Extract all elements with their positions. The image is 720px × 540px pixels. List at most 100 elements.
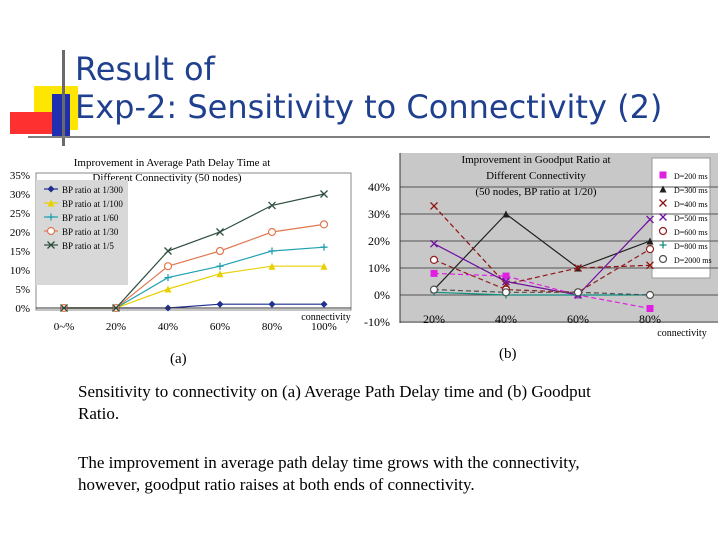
x-tick-label: 20% <box>423 312 445 326</box>
y-tick-label: 25% <box>10 208 30 220</box>
y-tick-label: 0% <box>374 288 390 302</box>
chart-b-title-line-1: Improvement in Goodput Ratio at <box>461 154 610 166</box>
data-point-marker <box>268 247 276 255</box>
series-line <box>433 248 651 293</box>
decor-vline <box>62 50 65 146</box>
chart-a-average-path-delay: Improvement in Average Path Delay Time a… <box>10 157 352 333</box>
data-point-marker <box>216 228 224 236</box>
legend-label: BP ratio at 1/60 <box>62 213 119 223</box>
data-point-marker <box>430 269 438 277</box>
data-point-marker <box>646 215 654 224</box>
y-tick-label: 35% <box>10 170 30 182</box>
data-point-marker <box>574 264 582 272</box>
data-point-marker <box>429 255 439 265</box>
y-tick-label: 10% <box>10 265 30 277</box>
legend-marker <box>47 213 55 221</box>
y-tick-label: 40% <box>368 180 390 194</box>
data-point-marker <box>502 277 510 286</box>
figure-caption-text: Sensitivity to connectivity on (a) Avera… <box>78 382 591 423</box>
legend-label: BP ratio at 1/300 <box>62 185 123 195</box>
legend-label: BP ratio at 1/30 <box>62 227 119 237</box>
data-point-marker <box>164 247 172 255</box>
data-point-marker <box>645 290 655 300</box>
series-line <box>433 291 650 296</box>
chart-b-goodput-ratio: Improvement in Goodput Ratio at Differen… <box>364 153 718 339</box>
y-tick-label: 0% <box>15 303 30 315</box>
legend-marker <box>659 199 667 207</box>
chart-a-x-axis-label: connectivity <box>301 312 350 323</box>
data-point-marker <box>268 262 276 270</box>
series-line <box>433 218 651 296</box>
title-line-2: Exp-2: Sensitivity to Connectivity (2) <box>75 88 663 126</box>
legend-marker <box>658 226 668 236</box>
data-point-marker <box>320 262 328 270</box>
y-tick-label: 15% <box>10 246 30 258</box>
legend-label: D=400 ms <box>674 200 708 209</box>
data-point-marker <box>164 285 172 293</box>
slide-title: Result of Exp-2: Sensitivity to Connecti… <box>75 50 715 126</box>
data-point-marker <box>216 262 224 270</box>
x-tick-label: 40% <box>495 312 517 326</box>
title-divider <box>28 136 710 138</box>
series-line <box>433 272 651 310</box>
chart-b-x-axis-label: connectivity <box>657 328 706 339</box>
x-tick-label: 60% <box>567 312 589 326</box>
caption-b: (b) <box>499 346 517 362</box>
data-point-marker <box>646 305 654 312</box>
chart-a-title-line-2: Different Connectivity (50 nodes) <box>92 172 242 184</box>
legend-marker <box>659 213 667 221</box>
x-tick-label: 80% <box>639 312 661 326</box>
chart-b-title-line-3: (50 nodes, BP ratio at 1/20) <box>475 186 597 198</box>
legend-marker <box>659 171 667 179</box>
y-tick-label: 10% <box>368 261 390 275</box>
chart-a-title-line-1: Improvement in Average Path Delay Time a… <box>74 157 271 169</box>
data-point-marker <box>215 246 225 256</box>
x-tick-label: 60% <box>210 321 230 333</box>
data-point-marker <box>320 243 328 251</box>
data-point-marker <box>430 239 438 248</box>
legend-label: D=800 ms <box>674 242 708 251</box>
legend-marker <box>46 226 56 236</box>
data-point-marker <box>163 262 173 271</box>
series-line <box>433 205 651 285</box>
series-line <box>433 213 651 291</box>
data-point-marker <box>501 288 511 297</box>
y-tick-label: 5% <box>15 284 30 296</box>
x-tick-label: 20% <box>106 321 126 333</box>
decor-square-blue <box>52 94 70 138</box>
chart-b-title-line-2: Different Connectivity <box>486 170 586 182</box>
legend-label: BP ratio at 1/5 <box>62 241 114 251</box>
legend-label: D=600 ms <box>674 228 708 237</box>
data-point-marker <box>430 201 438 210</box>
legend-label: D=500 ms <box>674 214 708 223</box>
data-point-marker <box>502 272 510 280</box>
legend-label: D=2000 ms <box>674 256 712 265</box>
data-point-marker <box>646 261 654 270</box>
data-point-marker <box>216 270 224 278</box>
legend-marker <box>658 254 668 264</box>
legend-marker <box>659 241 667 249</box>
series-line <box>433 289 651 296</box>
data-point-marker <box>216 300 224 308</box>
conclusion-text: The improvement in average path delay ti… <box>78 453 580 494</box>
data-point-marker <box>320 300 328 308</box>
y-tick-label: 30% <box>10 189 30 201</box>
legend-label: D=300 ms <box>674 186 708 195</box>
legend-label: BP ratio at 1/100 <box>62 199 123 209</box>
legend-marker <box>47 241 55 249</box>
x-tick-label: 40% <box>158 321 178 333</box>
legend-marker <box>659 185 667 193</box>
data-point-marker <box>320 190 328 198</box>
x-tick-label: 100% <box>311 321 337 333</box>
legend-label: D=200 ms <box>674 172 708 181</box>
y-tick-label: 20% <box>368 234 390 248</box>
data-point-marker <box>164 274 172 282</box>
data-point-marker <box>267 227 277 237</box>
title-line-1: Result of <box>75 50 215 88</box>
data-point-marker <box>502 210 510 218</box>
legend-marker <box>47 185 55 193</box>
data-point-marker <box>573 288 583 297</box>
data-point-marker <box>646 237 654 245</box>
data-point-marker <box>268 201 276 210</box>
x-tick-label: 0~% <box>54 321 75 333</box>
